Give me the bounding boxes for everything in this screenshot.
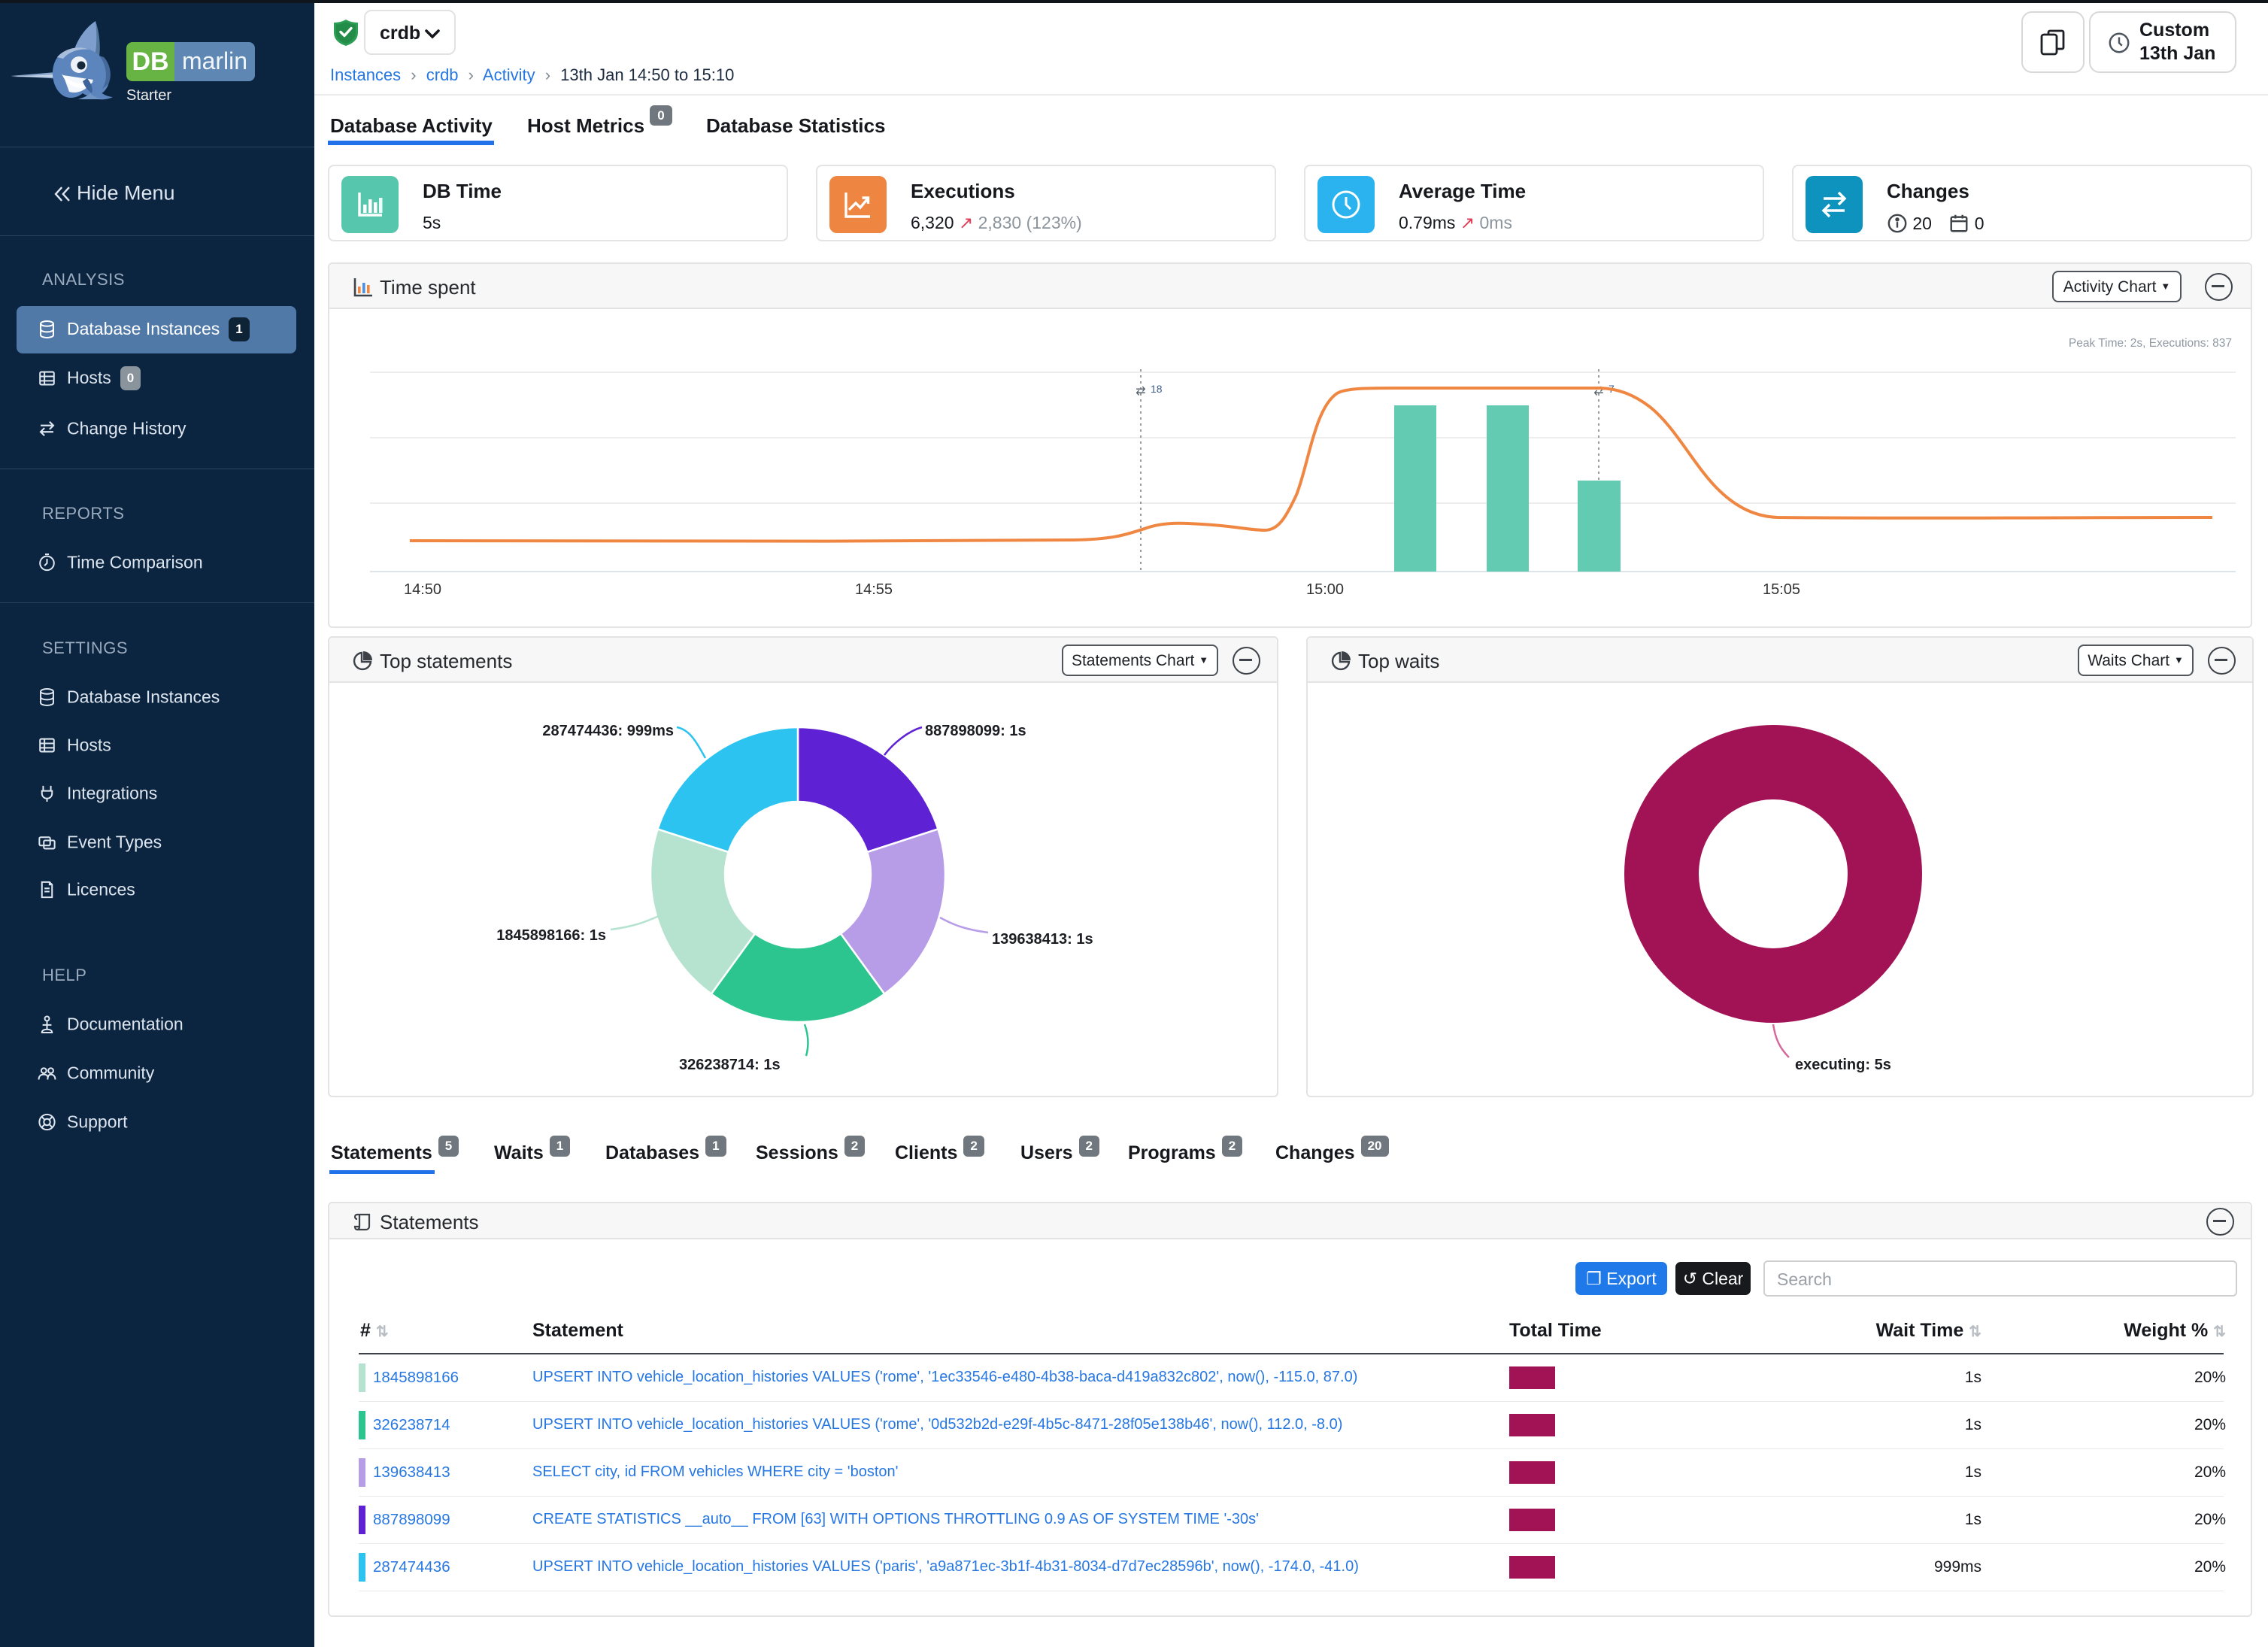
svg-text:15:05: 15:05	[1763, 581, 1800, 598]
svg-text:287474436: 999ms: 287474436: 999ms	[542, 723, 674, 739]
svg-text:18: 18	[1151, 383, 1163, 395]
svg-text:⇄: ⇄	[1136, 385, 1145, 398]
svg-text:14:50: 14:50	[404, 581, 441, 598]
svg-text:Peak Time: 2s, Executions: 837: Peak Time: 2s, Executions: 837	[2069, 337, 2232, 350]
svg-text:887898099: 1s: 887898099: 1s	[925, 723, 1026, 739]
svg-text:326238714: 1s: 326238714: 1s	[679, 1057, 781, 1073]
svg-text:15:00: 15:00	[1306, 581, 1344, 598]
svg-text:1845898166: 1s: 1845898166: 1s	[496, 927, 606, 944]
svg-text:139638413: 1s: 139638413: 1s	[992, 931, 1093, 948]
svg-text:14:55: 14:55	[855, 581, 893, 598]
svg-text:executing: 5s: executing: 5s	[1795, 1057, 1891, 1073]
